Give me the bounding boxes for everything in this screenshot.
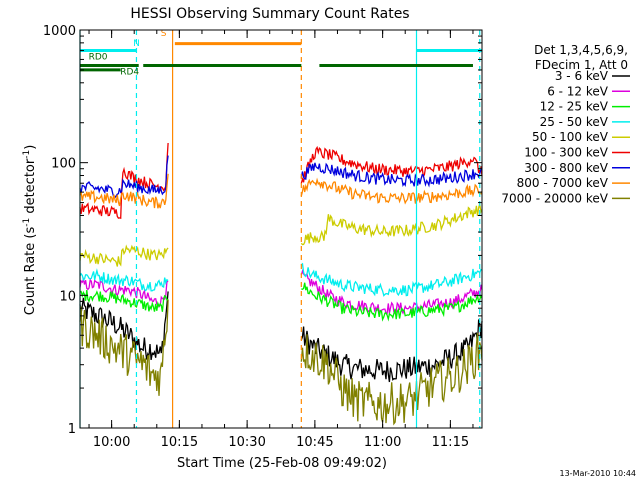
series-trace-3-6-kev-pre (79, 291, 169, 361)
legend-entry-100-300-kev: 100 - 300 keV (524, 146, 630, 160)
series-trace-800-7000-kev-pre (79, 173, 169, 209)
series-trace-100-300-kev-post (300, 145, 483, 184)
series-100-300-kev (79, 142, 483, 220)
y-tick-label: 1000 (43, 24, 76, 39)
flag-label-n: N (133, 39, 140, 49)
legend-label: 100 - 300 keV (524, 146, 608, 160)
legend-entry-7000-20000-kev: 7000 - 20000 keV (501, 191, 630, 205)
flag-n: N (80, 39, 482, 53)
series-6-12-kev (79, 268, 483, 317)
legend-entry-3-6-kev: 3 - 6 keV (555, 69, 630, 83)
flag-label-s: S (161, 29, 167, 39)
y-tick-label: 100 (51, 157, 76, 172)
legend-label: 25 - 50 keV (540, 115, 609, 129)
legend-entry-300-800-kev: 300 - 800 keV (524, 161, 630, 175)
series-trace-100-300-kev-pre (79, 142, 169, 220)
series-25-50-kev (79, 262, 483, 297)
legend-label: 800 - 7000 keV (517, 176, 609, 190)
flag-label-rd0: RD0 (89, 52, 108, 62)
series-300-800-kev (79, 155, 483, 199)
series-trace-12-25-kev-post (301, 282, 483, 322)
series-trace-25-50-kev-post (300, 262, 483, 297)
plot-frame (79, 29, 483, 429)
x-tick-label: 11:15 (432, 435, 469, 450)
series-trace-800-7000-kev-post (300, 177, 483, 205)
legend-label: 6 - 12 keV (547, 84, 609, 98)
legend-header-line-1: Det 1,3,4,5,6,9, (534, 43, 628, 57)
x-tick-label: 11:00 (364, 435, 401, 450)
x-tick-label: 10:45 (296, 435, 333, 450)
series-layer (79, 142, 483, 426)
series-3-6-kev (79, 291, 483, 383)
chart-title: HESSI Observing Summary Count Rates (130, 6, 409, 22)
axis-layer: 10:00 10:15 10:30 10:45 11:00 11:15 1 10 100 1000 (43, 24, 482, 450)
legend-entry-12-25-kev: 12 - 25 keV (540, 100, 630, 114)
series-trace-300-800-kev-pre (79, 155, 169, 199)
series-trace-6-12-kev-post (300, 268, 483, 317)
y-tick-label: 10 (59, 289, 76, 304)
series-trace-50-100-kev-pre (79, 244, 169, 267)
x-tick-label: 10:30 (228, 435, 265, 450)
legend-label: 50 - 100 keV (532, 130, 609, 144)
timestamp: 13-Mar-2010 10:44 (560, 469, 637, 478)
x-tick-label: 10:00 (93, 435, 130, 450)
series-trace-7000-20000-kev-pre (79, 299, 169, 396)
legend: Det 1,3,4,5,6,9, FDecim 1, Att 0 3 - 6 k… (501, 43, 630, 205)
series-800-7000-kev (79, 173, 483, 209)
y-tick-label: 1 (68, 422, 76, 437)
legend-label: 7000 - 20000 keV (501, 191, 608, 205)
legend-entry-6-12-kev: 6 - 12 keV (547, 84, 630, 98)
flag-rd4: RD4 (80, 68, 139, 78)
series-trace-7000-20000-kev-post (300, 333, 483, 426)
series-trace-12-25-kev-pre (79, 290, 169, 312)
series-trace-50-100-kev-post (300, 203, 483, 246)
legend-label: 12 - 25 keV (540, 100, 609, 114)
flag-s: S (161, 29, 302, 46)
flag-rd0: RD0 (80, 52, 473, 68)
series-trace-300-800-kev-post (300, 162, 483, 188)
series-trace-25-50-kev-pre (79, 268, 169, 292)
legend-entry-25-50-kev: 25 - 50 keV (540, 115, 630, 129)
legend-entry-800-7000-kev: 800 - 7000 keV (517, 176, 630, 190)
legend-header-line-2: FDecim 1, Att 0 (535, 58, 628, 72)
legend-label: 300 - 800 keV (524, 161, 608, 175)
legend-entry-50-100-kev: 50 - 100 keV (532, 130, 630, 144)
x-axis-label: Start Time (25-Feb-08 09:49:02) (177, 456, 387, 471)
flag-label-rd4: RD4 (120, 68, 139, 78)
series-trace-3-6-kev-post (300, 318, 483, 383)
flag-layer: N S RD0 RD4 (80, 29, 482, 78)
series-50-100-kev (79, 203, 483, 267)
series-trace-6-12-kev-pre (79, 277, 169, 309)
y-axis-label: Count Rate (s-1 detector-1) (22, 145, 38, 316)
x-tick-label: 10:15 (161, 435, 198, 450)
series-12-25-kev (79, 282, 483, 322)
series-7000-20000-kev (79, 299, 483, 426)
legend-label: 3 - 6 keV (555, 69, 609, 83)
